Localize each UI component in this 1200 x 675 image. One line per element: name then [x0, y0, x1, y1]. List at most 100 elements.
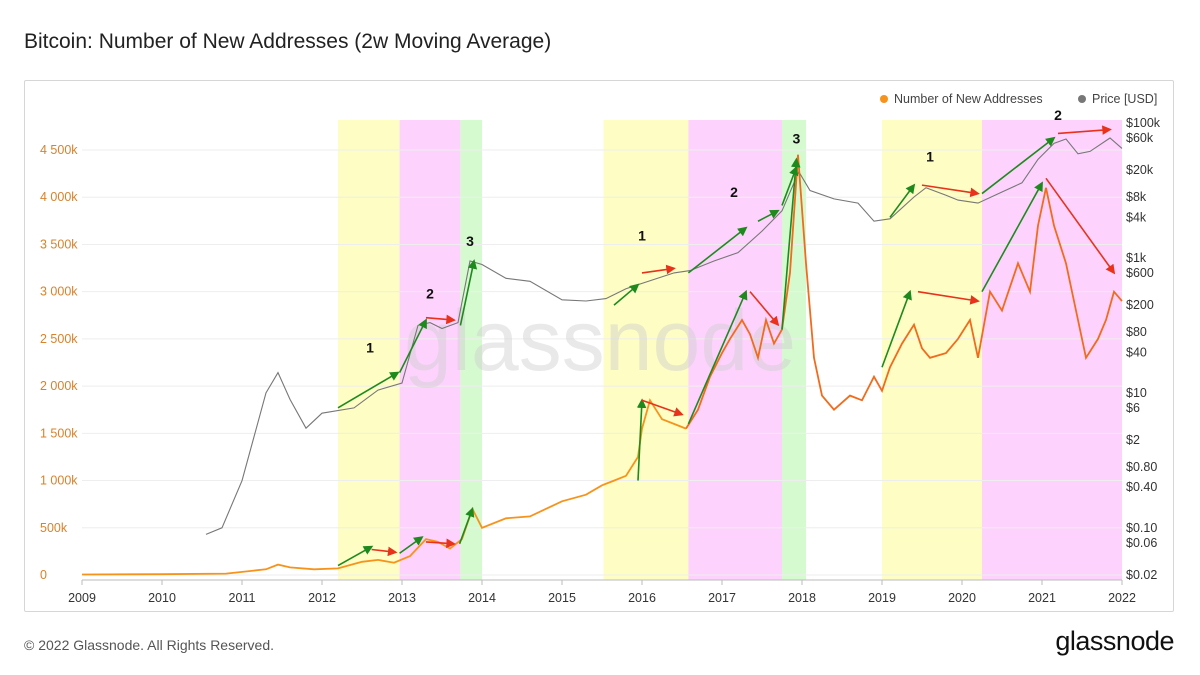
highlight-region-green	[460, 120, 482, 580]
trend-arrow-up	[636, 398, 647, 481]
right-axis-tick-label: $4k	[1126, 210, 1147, 224]
trend-arrow-up	[458, 507, 475, 545]
trend-arrow-up	[687, 289, 748, 425]
trend-arrow-up	[757, 209, 780, 222]
right-axis-tick-label: $200	[1126, 298, 1154, 312]
trend-arrow-down	[425, 538, 456, 549]
legend-dot-icon	[880, 95, 888, 103]
highlight-region-pink	[688, 120, 782, 580]
chart-frame	[24, 80, 1174, 612]
trend-arrow-up	[337, 545, 374, 567]
page-title: Bitcoin: Number of New Addresses (2w Mov…	[24, 30, 552, 53]
highlight-region-yellow	[882, 120, 982, 580]
right-axis-tick-label: $40	[1126, 345, 1147, 359]
right-axis-tick-label: $600	[1126, 266, 1154, 280]
trend-arrow-down	[749, 291, 780, 327]
trend-arrow-up	[889, 183, 916, 218]
right-axis-tick-label: $1k	[1126, 251, 1147, 265]
trend-arrow-down	[371, 546, 398, 557]
trend-arrow-up	[781, 157, 801, 330]
highlight-region-pink	[399, 120, 461, 580]
x-axis-tick-label: 2011	[229, 591, 256, 605]
trend-arrow-up	[981, 136, 1056, 195]
right-axis-tick-label: $0.02	[1126, 568, 1157, 582]
watermark: glassnode	[404, 293, 796, 389]
price-series	[205, 137, 1123, 535]
brand-logo: glassnode	[1055, 626, 1174, 656]
right-axis-tick-label: $10	[1126, 386, 1147, 400]
trend-arrow-up	[687, 226, 748, 274]
x-axis-tick-label: 2022	[1108, 591, 1136, 605]
x-axis-tick-label: 2017	[708, 591, 736, 605]
x-axis-tick-label: 2009	[68, 591, 96, 605]
right-axis-tick-label: $0.06	[1126, 536, 1157, 550]
trend-arrow-up	[781, 165, 799, 206]
phase-labels: 1 2 3 1 2 3 1 2	[366, 107, 1062, 355]
right-axis-tick-label: $100k	[1126, 116, 1161, 130]
phase-label: 2	[730, 184, 738, 200]
x-axis-tick-label: 2020	[948, 591, 976, 605]
left-axis-tick-label: 1 000k	[40, 474, 78, 488]
right-axis-tick-label: $0.10	[1126, 521, 1157, 535]
x-axis-tick-label: 2015	[548, 591, 576, 605]
legend-item-price[interactable]: Price [USD]	[1078, 92, 1157, 106]
phase-label: 3	[466, 233, 474, 249]
left-axis: 0 500k 1 000k 1 500k 2 000k 2 500k 3 000k 3 500…	[40, 143, 78, 582]
highlight-region-pink	[982, 120, 1122, 580]
legend-label: Price [USD]	[1092, 92, 1158, 106]
right-axis-tick-label: $8k	[1126, 190, 1147, 204]
right-axis-tick-label: $0.40	[1126, 480, 1157, 494]
x-axis-tick-label: 2012	[308, 591, 336, 605]
right-axis-tick-label: $6	[1126, 401, 1140, 415]
trend-arrow-down	[425, 314, 456, 325]
x-axis: 2009 2010 2011 2012 2013 2014 2015 2016 2017 2018…	[68, 579, 1136, 605]
x-axis-tick-label: 2014	[468, 591, 496, 605]
left-axis-tick-label: 4 000k	[40, 190, 78, 204]
right-axis: $100k$60k$20k$8k$4k$1k$600$200$80$40$10$…	[1126, 116, 1161, 582]
trend-arrows	[337, 125, 1116, 567]
x-axis-tick-label: 2013	[388, 591, 416, 605]
trend-arrow-down	[641, 399, 684, 417]
x-axis-tick-label: 2018	[788, 591, 816, 605]
left-axis-tick-label: 3 000k	[40, 285, 78, 299]
x-axis-tick-label: 2016	[628, 591, 656, 605]
left-axis-tick-label: 3 500k	[40, 237, 78, 251]
right-axis-tick-label: $60k	[1126, 131, 1154, 145]
highlight-regions	[338, 120, 1122, 580]
phase-label: 3	[793, 130, 801, 146]
left-axis-tick-label: 2 500k	[40, 332, 78, 346]
trend-arrow-up	[399, 536, 424, 554]
left-axis-tick-label: 2 000k	[40, 379, 78, 393]
copyright-text: © 2022 Glassnode. All Rights Reserved.	[24, 637, 275, 653]
right-axis-tick-label: $2	[1126, 433, 1140, 447]
phase-label: 2	[426, 286, 434, 302]
left-axis-tick-label: 0	[40, 568, 47, 582]
legend-label: Number of New Addresses	[894, 92, 1043, 106]
trend-arrow-up	[459, 259, 478, 326]
phase-label: 1	[638, 228, 646, 244]
highlight-region-yellow	[338, 120, 400, 580]
trend-arrow-down	[921, 184, 980, 198]
trend-arrow-up	[981, 181, 1043, 293]
left-axis-tick-label: 1 500k	[40, 426, 78, 440]
legend-dot-icon	[1078, 95, 1086, 103]
left-axis-tick-label: 500k	[40, 521, 68, 535]
right-axis-tick-label: $20k	[1126, 163, 1154, 177]
x-axis-tick-label: 2021	[1028, 591, 1056, 605]
right-axis-tick-label: $0.80	[1126, 460, 1157, 474]
legend-item-addresses[interactable]: Number of New Addresses	[880, 92, 1043, 106]
phase-label: 1	[926, 148, 934, 164]
left-axis-tick-label: 4 500k	[40, 143, 78, 157]
trend-arrow-down	[1057, 125, 1112, 135]
x-axis-tick-label: 2019	[868, 591, 896, 605]
trend-arrow-down	[917, 290, 980, 305]
x-axis-tick-label: 2010	[148, 591, 176, 605]
phase-label: 1	[366, 339, 374, 355]
trend-arrow-down	[641, 264, 676, 275]
trend-arrow-up	[398, 318, 427, 373]
trend-arrow-down	[1045, 177, 1116, 275]
phase-label: 2	[1054, 107, 1062, 123]
addresses-line	[685, 154, 1123, 430]
trend-arrow-up	[881, 289, 912, 368]
